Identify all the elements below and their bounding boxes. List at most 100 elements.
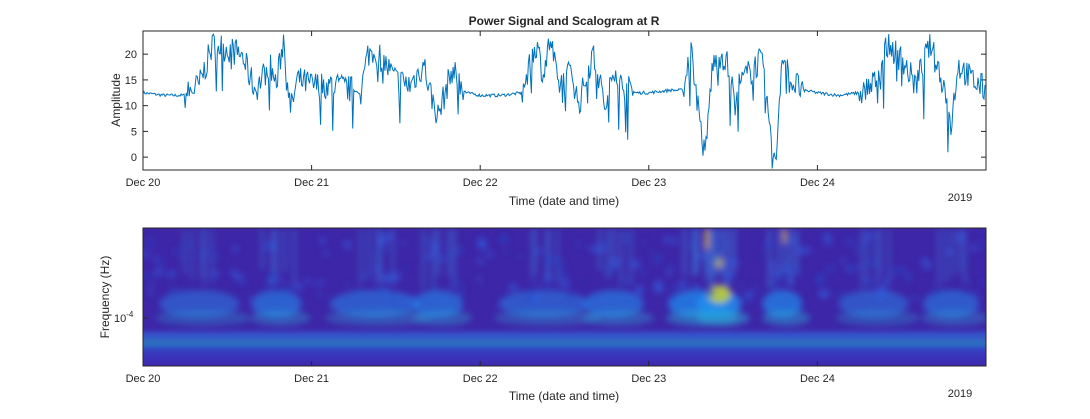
- scalogram-speckle: [608, 266, 617, 275]
- scalogram-speckle: [864, 276, 871, 283]
- scalogram-streak: [784, 229, 787, 274]
- scalogram-speckle: [588, 245, 596, 253]
- scalogram-speckle: [620, 278, 628, 287]
- scalogram-speckle: [663, 236, 671, 244]
- scalogram-speckle: [517, 253, 523, 259]
- scalogram-speckle: [425, 238, 433, 246]
- scalogram-speckle: [373, 264, 382, 272]
- scalogram-speckle: [342, 240, 352, 250]
- scalogram-speckle: [978, 240, 984, 246]
- scalogram-speckle: [508, 282, 518, 293]
- scalogram-speckle: [353, 287, 360, 294]
- scalogram-blob: [493, 310, 602, 326]
- scalogram-speckle: [693, 286, 700, 292]
- top-xtick-label: Dec 20: [126, 177, 161, 189]
- scalogram-speckle: [232, 245, 239, 252]
- top-ytick-label: 0: [131, 152, 137, 164]
- scalogram-speckle: [575, 240, 583, 248]
- scalogram-streak: [274, 229, 278, 283]
- scalogram-speckle: [718, 241, 726, 250]
- scalogram-streak: [789, 229, 793, 286]
- scalogram-speckle: [825, 264, 835, 274]
- scalogram-speckle: [903, 271, 913, 281]
- scalogram-speckle: [559, 268, 567, 276]
- bottom-xtick-label: Dec 20: [126, 373, 161, 385]
- scalogram-speckle: [524, 294, 533, 303]
- scalogram-speckle: [705, 287, 716, 298]
- scalogram-speckle: [566, 292, 575, 301]
- bottom-ytick-exp: -4: [126, 310, 134, 319]
- scalogram-speckle: [668, 292, 677, 302]
- top-xtick-label: Dec 21: [294, 177, 329, 189]
- scalogram-speckle: [876, 284, 885, 293]
- scalogram-streak: [367, 229, 371, 280]
- scalogram-streak: [719, 229, 723, 278]
- scalogram-speckle: [845, 266, 851, 272]
- scalogram-speckle: [179, 255, 185, 261]
- scalogram-streak: [860, 229, 864, 289]
- bottom-year-label: 2019: [948, 388, 972, 400]
- scalogram-speckle: [391, 272, 402, 282]
- power-signal-line: [143, 32, 986, 169]
- scalogram-speckle: [536, 283, 541, 288]
- scalogram-speckle: [390, 297, 397, 303]
- scalogram-streak: [555, 229, 559, 284]
- scalogram-speckle: [380, 286, 389, 295]
- scalogram-speckle: [294, 283, 303, 292]
- scalogram-speckle: [894, 292, 900, 297]
- scalogram-speckle: [865, 243, 874, 252]
- scalogram-speckle: [477, 237, 485, 245]
- scalogram-streak: [768, 229, 771, 289]
- scalogram-speckle: [273, 287, 281, 295]
- top-year-label: 2019: [948, 192, 972, 204]
- scalogram-speckle: [639, 268, 647, 276]
- scalogram-speckle: [543, 273, 553, 283]
- scalogram-streak: [283, 229, 286, 273]
- scalogram-blob: [762, 310, 811, 326]
- scalogram-streak: [937, 229, 941, 286]
- scalogram-speckle: [404, 295, 411, 303]
- scalogram-speckle: [961, 257, 969, 265]
- scalogram-speckle: [431, 285, 437, 291]
- scalogram-speckle: [604, 239, 612, 247]
- scalogram-streak: [963, 229, 966, 283]
- scalogram-speckle: [823, 241, 831, 248]
- scalogram-streak: [725, 229, 728, 289]
- scalogram-speckle: [979, 279, 985, 285]
- scalogram-speckle: [559, 278, 570, 289]
- scalogram-speckle: [207, 246, 215, 254]
- scalogram-streak: [547, 229, 550, 279]
- top-ytick-label: 5: [131, 126, 137, 138]
- scalogram-band: [143, 360, 986, 363]
- scalogram-speckle: [898, 266, 907, 275]
- scalogram-speckle: [213, 270, 219, 276]
- scalogram-speckle: [248, 295, 253, 301]
- scalogram-speckle: [279, 278, 284, 283]
- scalogram-speckle: [745, 290, 754, 299]
- scalogram-streak: [629, 229, 633, 286]
- scalogram-speckle: [866, 258, 875, 267]
- scalogram-speckle: [786, 278, 794, 286]
- scalogram-speckle: [624, 292, 632, 301]
- scalogram-speckle: [312, 281, 318, 286]
- bottom-xlabel: Time (date and time): [509, 389, 619, 403]
- bottom-xtick-label: Dec 23: [631, 373, 666, 385]
- scalogram-blob: [250, 310, 311, 326]
- scalogram-speckle: [148, 283, 153, 289]
- scalogram-streak: [432, 229, 435, 288]
- scalogram-blob: [412, 310, 473, 326]
- scalogram-streak: [292, 229, 296, 286]
- scalogram-speckle: [665, 268, 673, 276]
- scalogram-speckle: [543, 243, 548, 248]
- scalogram-speckle: [503, 249, 510, 255]
- scalogram-speckle: [387, 272, 393, 278]
- scalogram-speckle: [147, 236, 155, 244]
- scalogram-streak: [452, 229, 456, 289]
- scalogram-speckle: [671, 284, 678, 292]
- scalogram-streak: [695, 229, 699, 274]
- scalogram-streak: [546, 229, 549, 277]
- scalogram-streak: [865, 229, 869, 277]
- scalogram-speckle: [668, 263, 674, 269]
